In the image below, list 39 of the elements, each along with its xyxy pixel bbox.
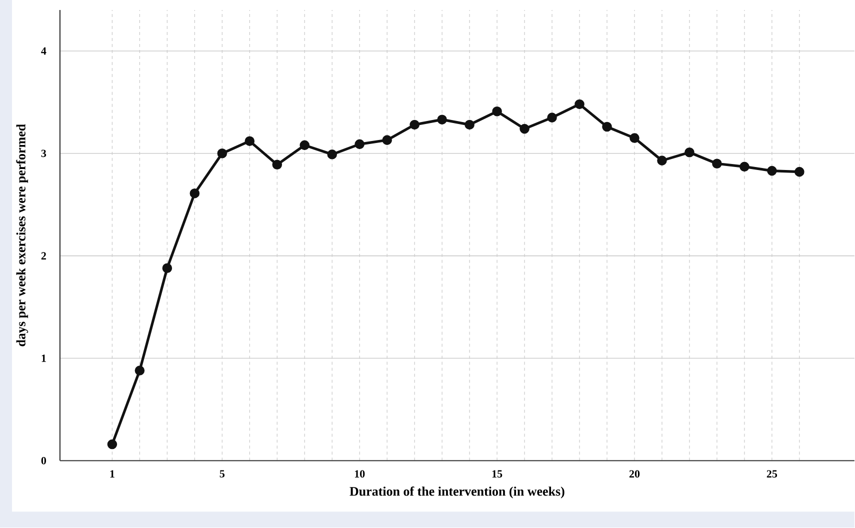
point: [410, 120, 420, 130]
y-tick-label: 3: [41, 150, 46, 158]
x-tick-label: 1: [110, 470, 114, 478]
point: [547, 112, 557, 123]
point: [134, 366, 145, 376]
point: [712, 158, 722, 169]
point: [657, 156, 667, 166]
point: [602, 122, 612, 132]
point: [630, 133, 640, 144]
point: [162, 263, 172, 274]
x-tick-label: 15: [492, 470, 502, 478]
point: [300, 140, 310, 150]
point: [492, 106, 502, 116]
point: [574, 100, 584, 110]
point: [354, 139, 364, 150]
x-axis-title: Duration of the intervention (in weeks): [350, 486, 564, 499]
point: [244, 136, 255, 146]
point: [767, 166, 777, 176]
point: [740, 162, 750, 172]
point: [464, 120, 474, 130]
point: [327, 150, 338, 160]
x-tick-label: 5: [220, 470, 224, 478]
y-tick-label: 4: [41, 48, 46, 55]
point: [437, 114, 447, 125]
point: [217, 148, 228, 158]
point: [190, 188, 200, 198]
y-tick-label: 1: [42, 354, 46, 362]
point: [684, 148, 694, 158]
point: [382, 135, 392, 146]
y-tick-label: 0: [41, 457, 46, 465]
x-tick-label: 25: [766, 470, 778, 478]
point: [272, 160, 282, 170]
point: [107, 440, 118, 450]
point: [794, 167, 804, 177]
x-tick-label: 20: [629, 470, 640, 478]
point: [520, 124, 530, 134]
y-axis-title: days per week exercises were performed: [16, 124, 28, 346]
y-tick-label: 2: [41, 252, 46, 260]
x-tick-label: 10: [354, 470, 365, 478]
